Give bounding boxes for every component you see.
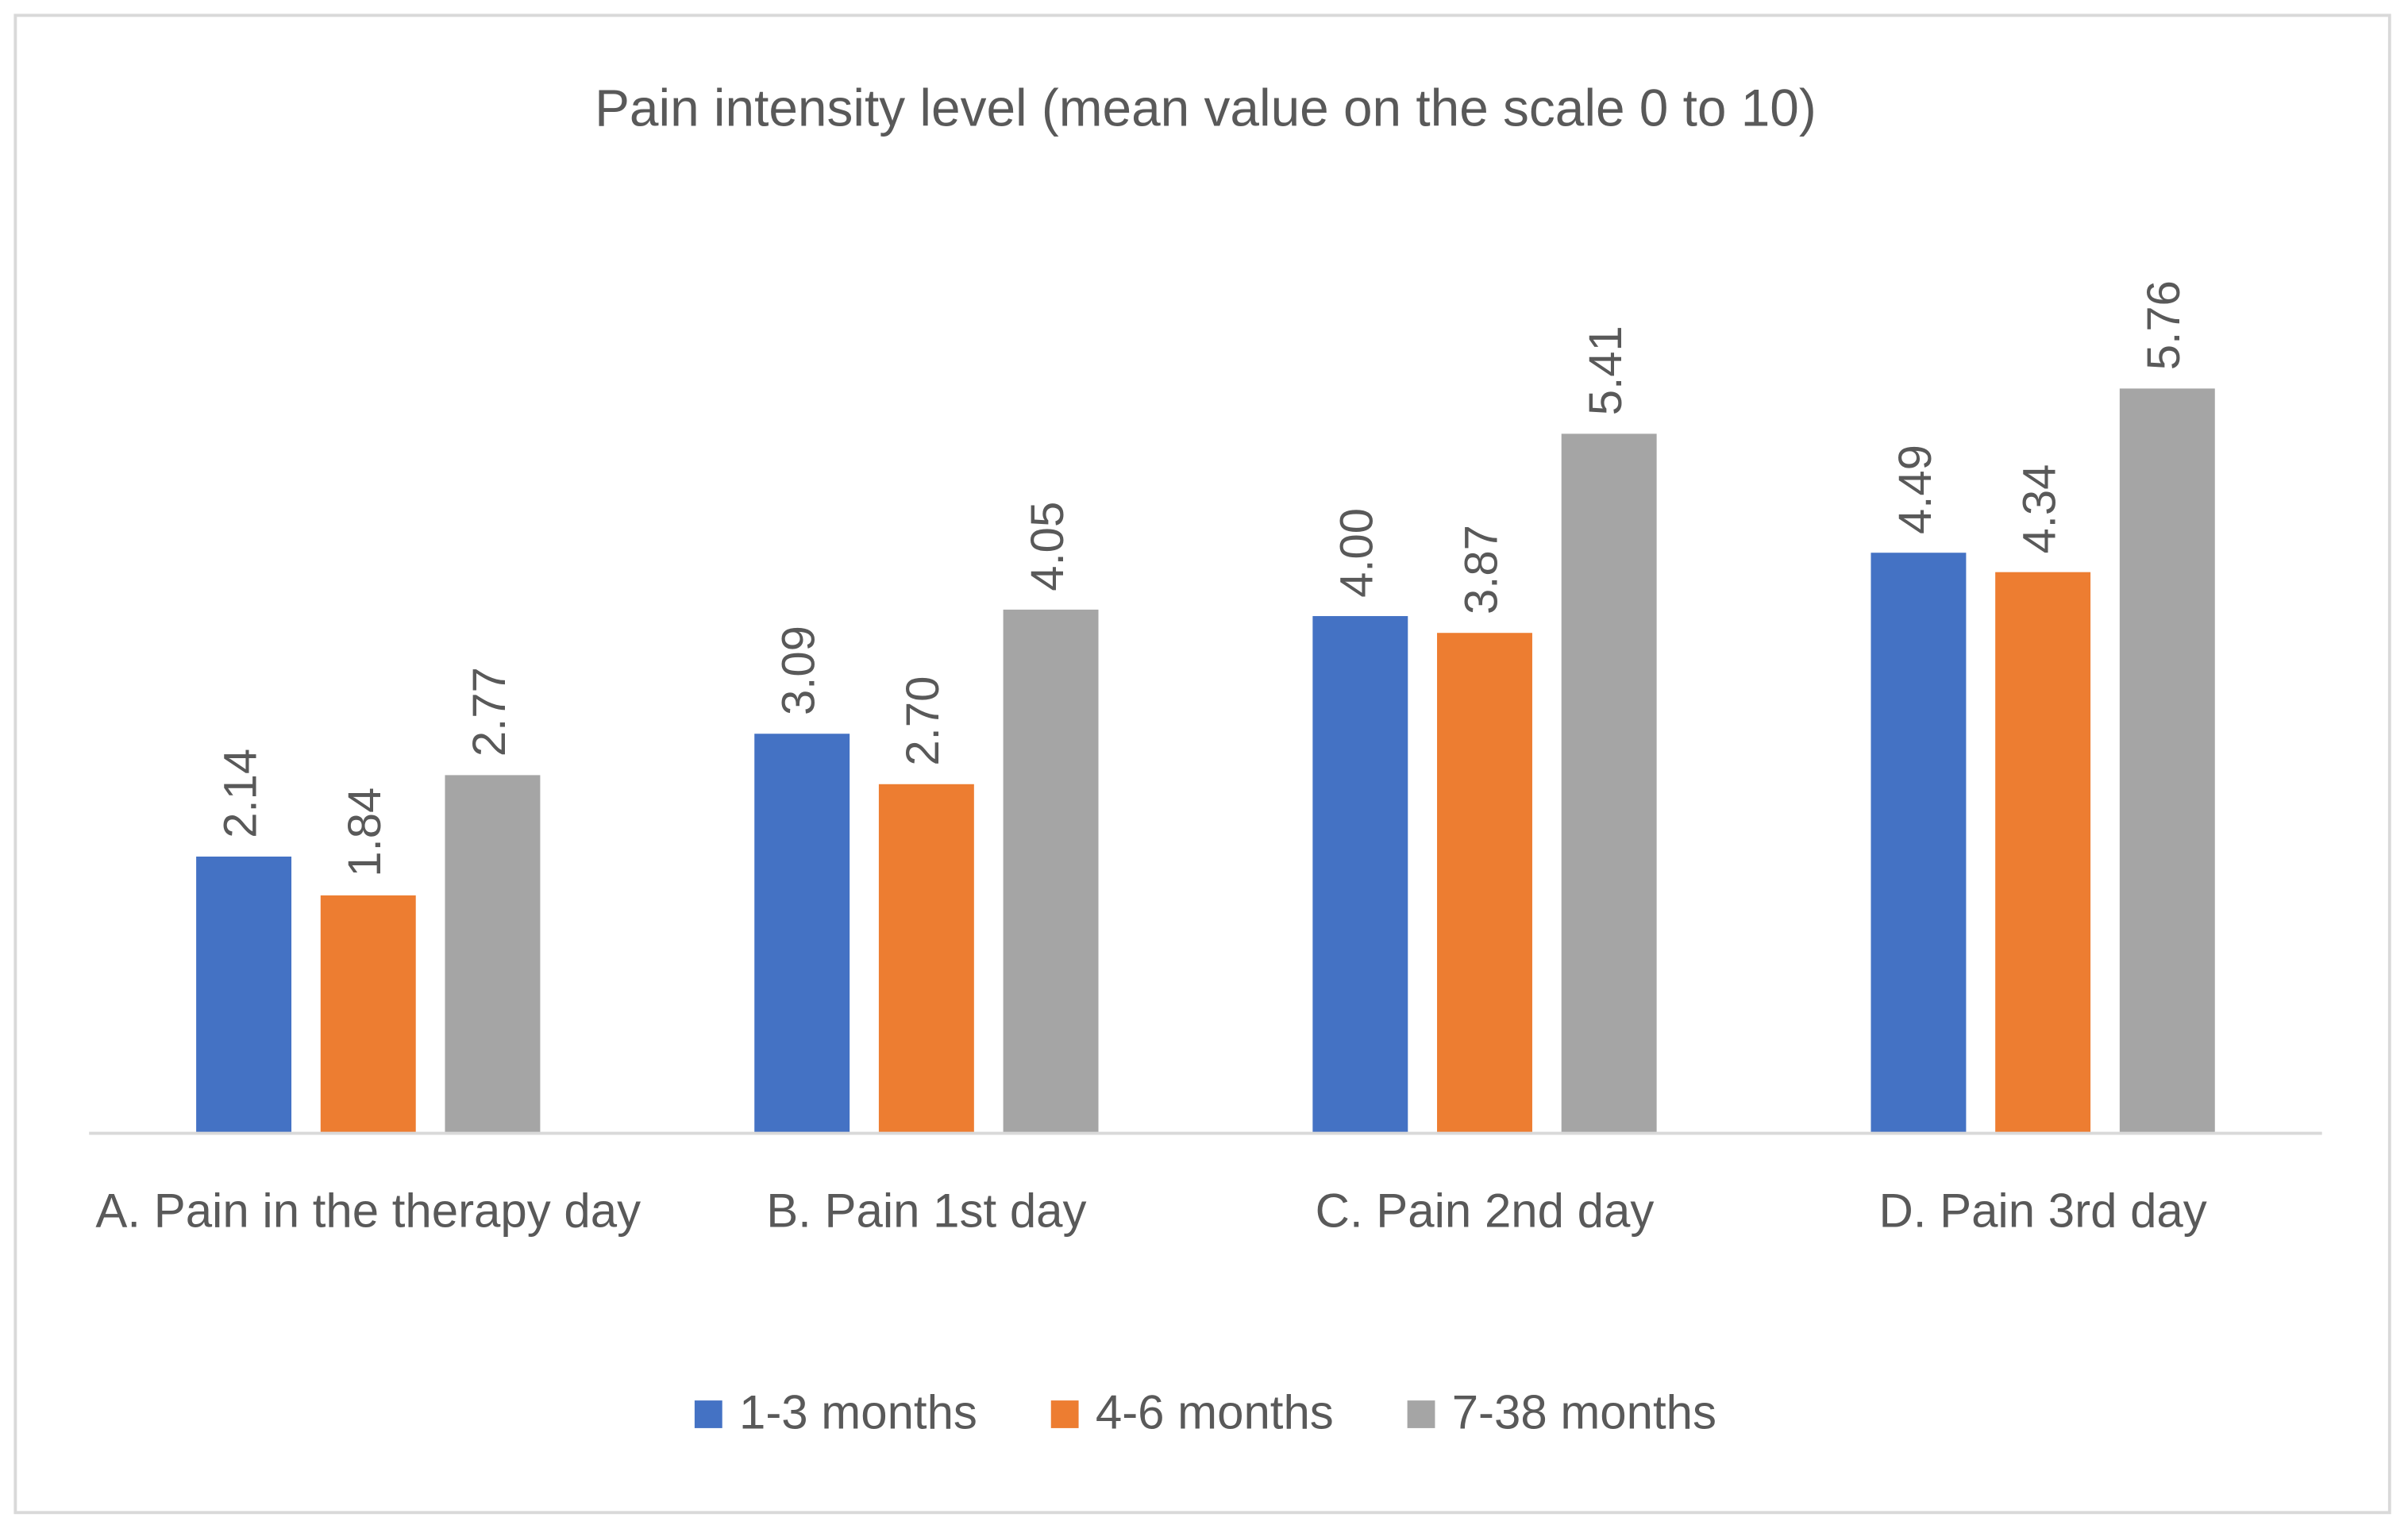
legend-item: 4-6 months: [1050, 1385, 1334, 1438]
bar: [1437, 633, 1532, 1134]
data-label: 1.84: [339, 788, 391, 877]
legend-swatch: [694, 1400, 722, 1428]
data-label: 5.76: [2138, 280, 2190, 370]
x-tick-label: A. Pain in the therapy day: [95, 1184, 641, 1238]
bar: [445, 775, 541, 1134]
x-tick-label-box: D. Pain 3rd day: [1878, 1184, 2207, 1238]
data-label: 4.05: [1022, 502, 1073, 591]
chart-title: Pain intensity level (mean value on the …: [595, 79, 1817, 137]
legend-label: 1-3 months: [739, 1385, 977, 1438]
data-label: 4.34: [2013, 464, 2065, 554]
bar: [754, 734, 850, 1134]
legend-item: 1-3 months: [694, 1385, 977, 1438]
legend-swatch: [1050, 1400, 1079, 1428]
legend-label: 7-38 months: [1452, 1385, 1716, 1438]
bar: [1003, 609, 1099, 1134]
bar: [1871, 553, 1967, 1134]
data-label: 3.87: [1455, 525, 1507, 614]
bar: [1995, 572, 2091, 1134]
data-label: 4.49: [1890, 445, 1941, 534]
data-label: 2.14: [214, 749, 266, 838]
data-label: 2.70: [897, 676, 949, 766]
bar: [1561, 433, 1657, 1134]
data-label: 5.41: [1580, 325, 1632, 415]
legend-item: 7-38 months: [1407, 1385, 1716, 1438]
x-tick-label-box: B. Pain 1st day: [766, 1184, 1087, 1238]
chart-border: [13, 13, 2391, 1515]
x-tick-label: C. Pain 2nd day: [1315, 1184, 1655, 1238]
x-tick-label: D. Pain 3rd day: [1878, 1184, 2207, 1238]
bar: [2119, 388, 2215, 1134]
bar: [878, 784, 974, 1134]
bar: [320, 895, 416, 1134]
x-tick-label-box: A. Pain in the therapy day: [95, 1184, 641, 1238]
data-label: 3.09: [773, 626, 825, 715]
bar: [196, 856, 292, 1134]
data-label: 2.77: [464, 667, 515, 757]
data-label: 4.00: [1331, 508, 1383, 598]
legend-swatch: [1407, 1400, 1435, 1428]
x-tick-label: B. Pain 1st day: [766, 1184, 1087, 1238]
legend-label: 4-6 months: [1096, 1385, 1334, 1438]
x-tick-label-box: C. Pain 2nd day: [1315, 1184, 1655, 1238]
bar: [1312, 616, 1408, 1134]
